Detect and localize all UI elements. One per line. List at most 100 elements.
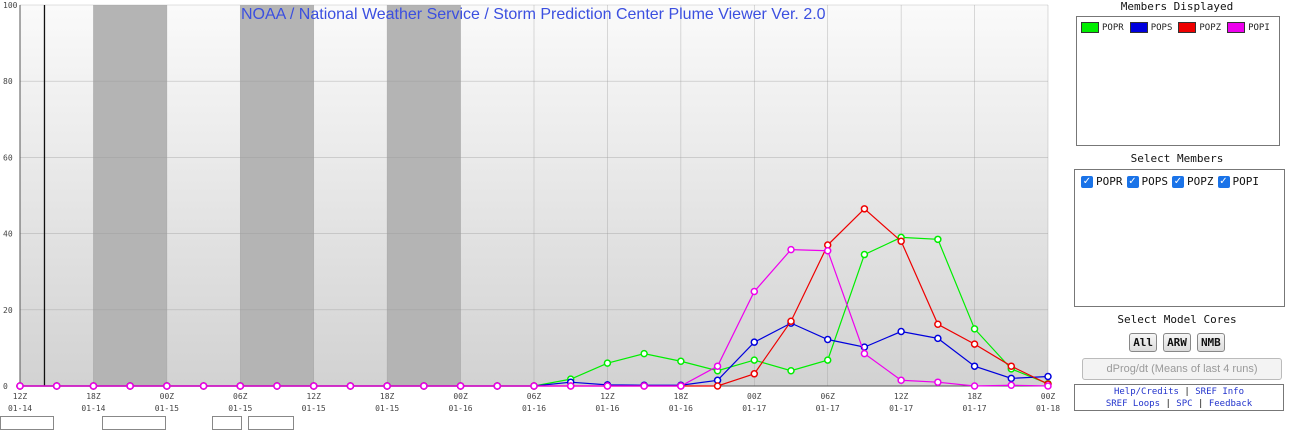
members-box: ✓ POPR ✓ POPS ✓ POPZ ✓ POPI [1074, 169, 1285, 307]
legend-item-popz: POPZ [1178, 22, 1221, 33]
member-toggle-popi[interactable]: ✓ POPI [1217, 175, 1260, 188]
x-tick-label-time: 12Z [306, 392, 321, 401]
point-popi [1044, 382, 1052, 390]
point-popz [970, 340, 979, 348]
x-tick-label-time: 12Z [894, 392, 909, 401]
x-tick-label-date: 01-14 [81, 404, 105, 413]
y-tick-label: 80 [3, 77, 13, 86]
point-popi [309, 382, 318, 390]
x-tick-label-date: 01-17 [963, 404, 987, 413]
point-pops [750, 338, 759, 346]
core-button-arw[interactable]: ARW [1163, 333, 1191, 352]
x-tick-label-date: 01-15 [155, 404, 179, 413]
shaded-band-0 [93, 5, 167, 386]
point-popi [750, 287, 759, 296]
bottom-field-1[interactable] [0, 416, 54, 430]
member-label: POPS [1141, 175, 1169, 188]
sref-info-link[interactable]: SREF Info [1195, 387, 1245, 397]
member-toggle-popz[interactable]: ✓ POPZ [1172, 175, 1214, 188]
sidebar: Members Displayed POPR POPS POPZ POPI Selec… [1064, 0, 1290, 426]
shaded-band-2 [387, 5, 461, 386]
legend-item-pops: POPS [1129, 22, 1172, 33]
x-tick-label-time: 00Z [453, 392, 468, 401]
point-popz [897, 237, 905, 245]
bottom-button-2[interactable] [248, 416, 294, 430]
point-popi [199, 382, 208, 390]
point-pops [934, 334, 942, 343]
y-tick-label: 20 [3, 306, 13, 315]
dprog-button[interactable]: dProg/dt (Means of last 4 runs) [1082, 358, 1282, 380]
feedback-link[interactable]: Feedback [1208, 399, 1253, 409]
y-tick-label: 60 [3, 153, 13, 162]
point-popi [897, 376, 905, 385]
point-pops [1007, 374, 1016, 383]
legend-item-popr: POPR [1081, 22, 1124, 33]
x-tick-label-date: 01-17 [742, 404, 766, 413]
point-popi [566, 382, 575, 390]
sref-loops-link[interactable]: SREF Loops [1105, 399, 1161, 409]
point-pops [823, 335, 832, 344]
y-tick-label: 100 [3, 1, 18, 10]
point-popr [823, 356, 832, 364]
legend-swatch [1081, 22, 1099, 33]
point-popi [126, 382, 134, 390]
x-tick-label-date: 01-17 [889, 404, 913, 413]
point-popi [603, 382, 612, 390]
checkbox-icon[interactable]: ✓ [1081, 175, 1093, 188]
point-popi [346, 382, 355, 390]
point-popz [750, 370, 759, 378]
x-tick-label-date: 01-15 [375, 404, 399, 413]
point-popi [1007, 381, 1016, 389]
member-label: POPR [1096, 175, 1123, 188]
core-button-all[interactable]: All [1129, 333, 1158, 352]
member-label: POPI [1232, 175, 1260, 188]
x-tick-label-time: 00Z [747, 392, 762, 401]
legend-label: POPR [1102, 22, 1124, 33]
y-tick-label: 0 [3, 382, 8, 391]
help-credits-link[interactable]: Help/Credits [1113, 387, 1179, 397]
bottom-controls [0, 416, 300, 430]
point-popz [787, 317, 795, 325]
point-popz [860, 205, 869, 213]
point-popr [603, 359, 612, 367]
member-toggle-pops[interactable]: ✓ POPS [1126, 175, 1169, 188]
point-popz [934, 320, 942, 329]
point-popi [970, 382, 979, 390]
checkbox-icon[interactable]: ✓ [1217, 175, 1230, 188]
point-popi [493, 382, 502, 390]
point-popz [1007, 362, 1016, 370]
x-tick-label-date: 01-15 [302, 404, 326, 413]
point-popi [52, 382, 61, 390]
point-popr [970, 325, 979, 333]
x-tick-label-date: 01-16 [522, 404, 546, 413]
point-popr [750, 356, 759, 364]
x-tick-label-date: 01-15 [228, 404, 252, 413]
legend-swatch [1227, 22, 1246, 33]
select-cores-title: Select Model Cores [1117, 313, 1237, 326]
bottom-field-2[interactable] [102, 416, 166, 430]
point-pops [970, 362, 979, 370]
spc-link[interactable]: SPC [1176, 399, 1193, 409]
x-tick-label-time: 00Z [160, 392, 175, 401]
chart-title: NOAA / National Weather Service / Storm … [241, 6, 826, 23]
point-popi [420, 382, 428, 390]
point-popi [713, 362, 722, 370]
members-displayed-title: Members Displayed [1120, 0, 1234, 13]
point-popi [934, 378, 942, 386]
x-tick-label-time: 12Z [600, 392, 615, 401]
x-tick-label-date: 01-14 [8, 404, 32, 413]
point-popi [163, 382, 171, 390]
core-button-nmb[interactable]: NMB [1196, 333, 1225, 352]
links-box: Help/Credits | SREF Info SREF Loops | SP… [1074, 384, 1284, 411]
x-tick-label-time: 18Z [380, 392, 395, 401]
point-popr [677, 357, 685, 365]
member-toggle-popr[interactable]: ✓ POPR [1081, 175, 1123, 188]
legend-label: POPZ [1199, 22, 1222, 33]
point-popr [787, 367, 795, 375]
point-popi [383, 382, 391, 390]
point-popz [713, 382, 722, 390]
bottom-button-1[interactable] [212, 416, 242, 430]
checkbox-icon[interactable]: ✓ [1172, 175, 1184, 188]
checkbox-icon[interactable]: ✓ [1126, 175, 1139, 188]
point-popi [456, 382, 465, 390]
